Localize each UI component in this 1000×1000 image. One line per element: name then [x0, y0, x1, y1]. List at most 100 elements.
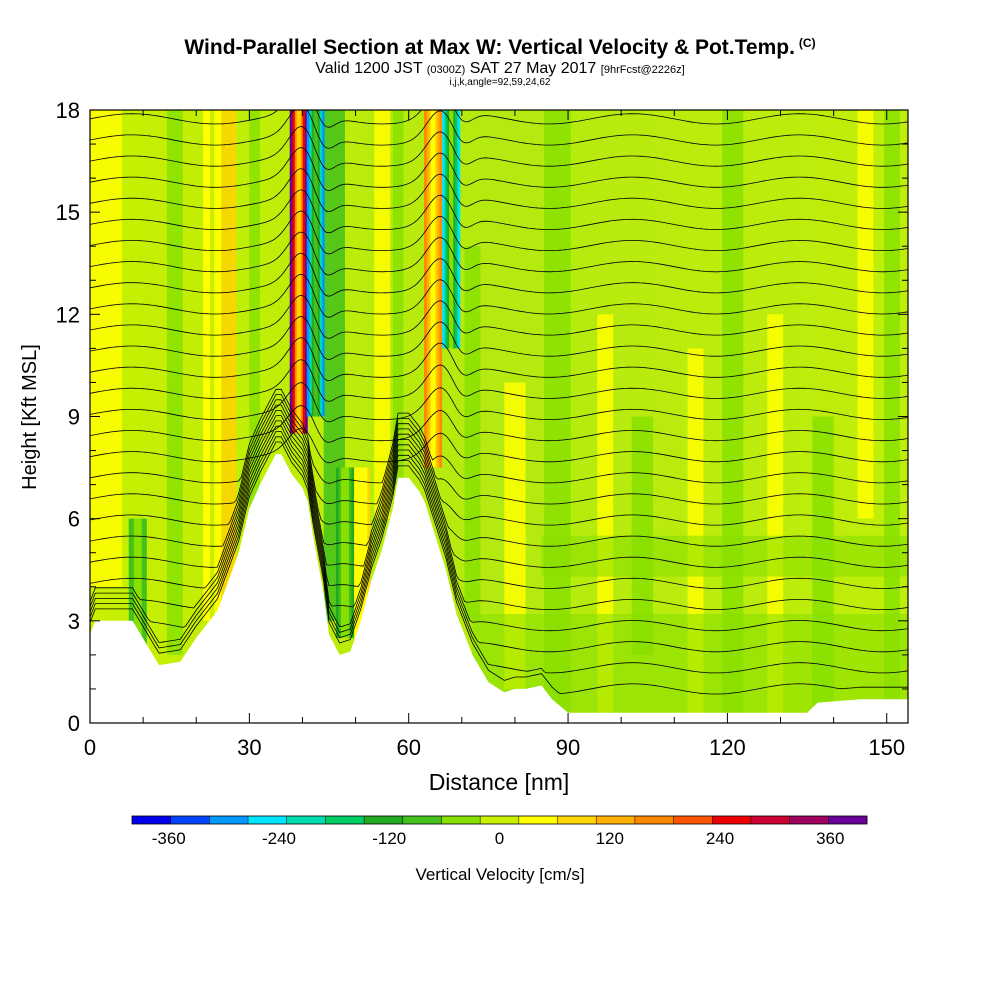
vv-band: [857, 110, 874, 519]
colorbar-tick-label: -120: [372, 829, 406, 848]
colorbar-swatch: [557, 816, 597, 824]
plot-area: [90, 63, 908, 723]
x-tick-label: 60: [396, 735, 420, 760]
y-tick-label: 3: [68, 609, 80, 634]
colorbar-swatch: [132, 816, 171, 824]
colorbar-swatch: [480, 816, 520, 824]
x-tick-label: 0: [84, 735, 96, 760]
isentrope-line: [90, 420, 908, 610]
isentrope-line: [90, 168, 908, 213]
isentrope-line: [90, 110, 908, 149]
chart-title-text: Wind-Parallel Section at Max W: Vertical…: [184, 36, 795, 59]
chart-title: Wind-Parallel Section at Max W: Vertical…: [0, 36, 1000, 60]
colorbar-swatch: [518, 816, 558, 824]
colorbar-swatch: [441, 816, 481, 824]
colorbar-swatch: [789, 816, 829, 824]
isentrope-line: [90, 441, 908, 695]
vv-core: [358, 467, 364, 638]
colorbar-swatch: [209, 816, 249, 824]
colorbar-swatch: [750, 816, 790, 824]
colorbar-tick-label: -360: [152, 829, 186, 848]
isentrope-line: [90, 359, 908, 402]
x-axis-label: Distance [nm]: [429, 769, 570, 795]
isentrope-line: [90, 428, 908, 464]
x-tick-label: 30: [237, 735, 261, 760]
y-tick-label: 12: [56, 302, 80, 327]
isentrope-line: [90, 394, 908, 505]
colorbar-swatch: [673, 816, 713, 824]
x-axis: 0 30 60 90 120 150: [84, 110, 905, 760]
y-axis: 0 3 6 9 12 15 18: [56, 98, 908, 736]
vv-core: [296, 110, 301, 434]
isentrope-line: [90, 126, 908, 170]
isentrope-line: [90, 388, 908, 484]
terrain-mask: [90, 454, 908, 723]
isentrope-line: [90, 147, 908, 192]
colorbar: -360 -240 -120 0 120 240 360: [131, 815, 868, 848]
vv-band: [541, 535, 908, 577]
colorbar-swatch: [286, 816, 326, 824]
colorbar-swatch: [596, 816, 636, 824]
vv-band: [249, 110, 260, 553]
vv-band: [167, 110, 183, 655]
y-tick-label: 0: [68, 711, 80, 736]
colorbar-swatch: [634, 816, 674, 824]
isentrope-line: [90, 404, 908, 547]
forecast-info: [9hrFcst@2226z]: [600, 64, 685, 76]
y-tick-label: 9: [68, 405, 80, 430]
colorbar-swatch: [828, 816, 868, 824]
x-tick-label: 120: [709, 735, 746, 760]
isentrope-line: [90, 273, 908, 318]
chart-subtitle: Valid 1200 JST (0300Z) SAT 27 May 2017 […: [0, 60, 1000, 78]
valid-time-prefix: Valid 1200 JST: [315, 60, 423, 77]
isentrope-line: [90, 431, 908, 653]
colorbar-swatch: [402, 816, 442, 824]
vv-core: [431, 110, 436, 468]
isentrope-line: [90, 110, 908, 128]
colorbar-tick-label: 0: [495, 829, 504, 848]
vv-core: [342, 467, 348, 638]
vv-band: [220, 110, 237, 621]
valid-time-utc: (0300Z): [426, 64, 466, 76]
isentrope-line: [90, 252, 908, 297]
isentrope-line: [90, 295, 908, 339]
copyright-mark: (C): [798, 36, 816, 50]
isentrope-line: [90, 189, 908, 234]
isentrope-line: [90, 415, 908, 589]
y-axis-label: Height [Kft MSL]: [19, 344, 41, 490]
isentrope-line: [90, 231, 908, 276]
vv-core: [135, 518, 140, 655]
colorbar-frame: [131, 815, 868, 825]
vv-band: [392, 110, 404, 485]
colorbar-label: Vertical Velocity [cm/s]: [415, 865, 584, 884]
isentrope-line: [90, 316, 908, 360]
y-tick-label: 15: [56, 200, 80, 225]
colorbar-tick-label: 120: [596, 829, 624, 848]
isentrope-line: [90, 382, 908, 423]
colorbar-swatch: [248, 816, 288, 824]
y-tick-label: 6: [68, 507, 80, 532]
valid-date: SAT 27 May 2017: [469, 60, 597, 77]
isentrope-line: [90, 410, 908, 568]
isentrope-line: [90, 425, 908, 632]
x-tick-label: 90: [556, 735, 580, 760]
y-tick-label: 18: [56, 98, 80, 123]
vv-core: [313, 110, 318, 417]
colorbar-tick-label: 240: [706, 829, 734, 848]
colorbar-swatch: [712, 816, 752, 824]
colorbar-tick-label: 360: [816, 829, 844, 848]
vv-core: [210, 110, 215, 621]
colorbar-swatch: [170, 816, 210, 824]
colorbar-tick-label: -240: [262, 829, 296, 848]
grid-info: i,j,k,angle=92,59,24,62: [449, 77, 551, 88]
potential-temperature-contours: [90, 63, 908, 695]
x-tick-label: 150: [868, 735, 905, 760]
isentrope-line: [90, 405, 908, 443]
colorbar-swatch: [325, 816, 365, 824]
vv-band: [464, 246, 481, 621]
colorbar-swatch: [364, 816, 404, 824]
isentrope-line: [90, 436, 908, 674]
isentrope-line: [90, 399, 908, 526]
isentrope-line: [90, 63, 908, 106]
